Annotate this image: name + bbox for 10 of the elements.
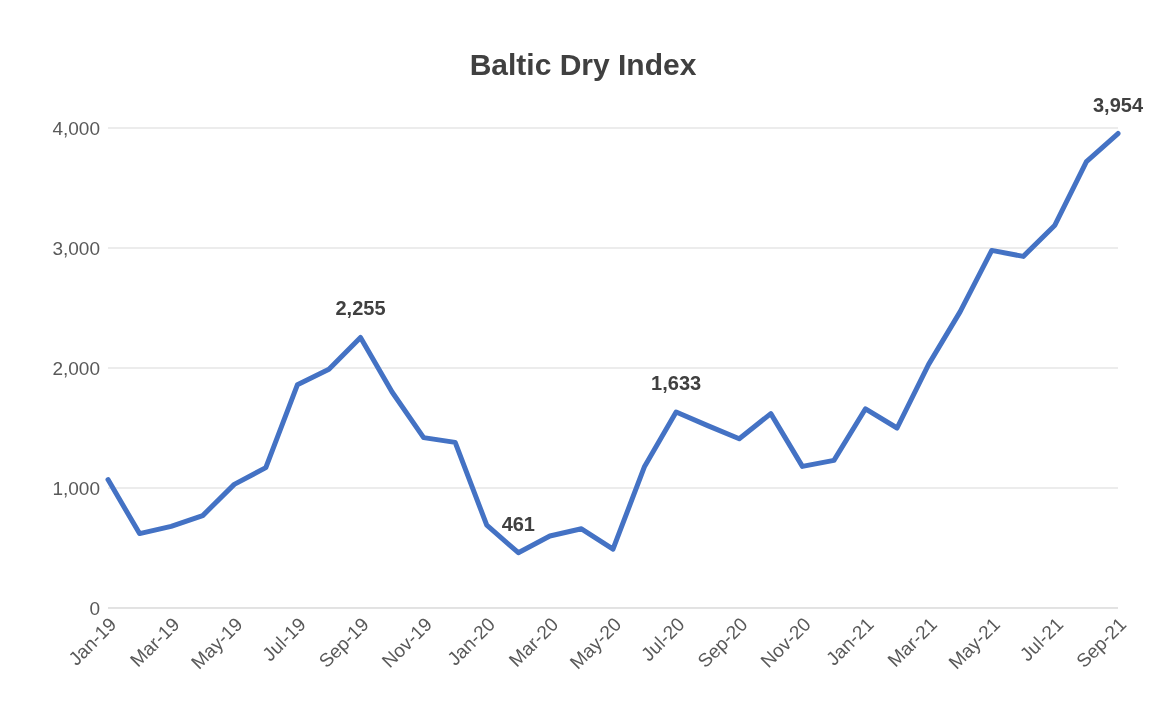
data-label: 3,954 [1092, 93, 1144, 116]
y-tick-label: 4,000 [52, 117, 100, 139]
chart-title: Baltic Dry Index [469, 48, 697, 81]
y-tick-label: 0 [89, 597, 100, 619]
y-tick-label: 1,000 [52, 477, 100, 499]
y-tick-label: 3,000 [52, 237, 100, 259]
data-label: 461 [501, 512, 535, 535]
y-tick-label: 2,000 [52, 357, 100, 379]
data-label: 2,255 [335, 297, 386, 320]
data-label: 1,633 [651, 372, 702, 395]
